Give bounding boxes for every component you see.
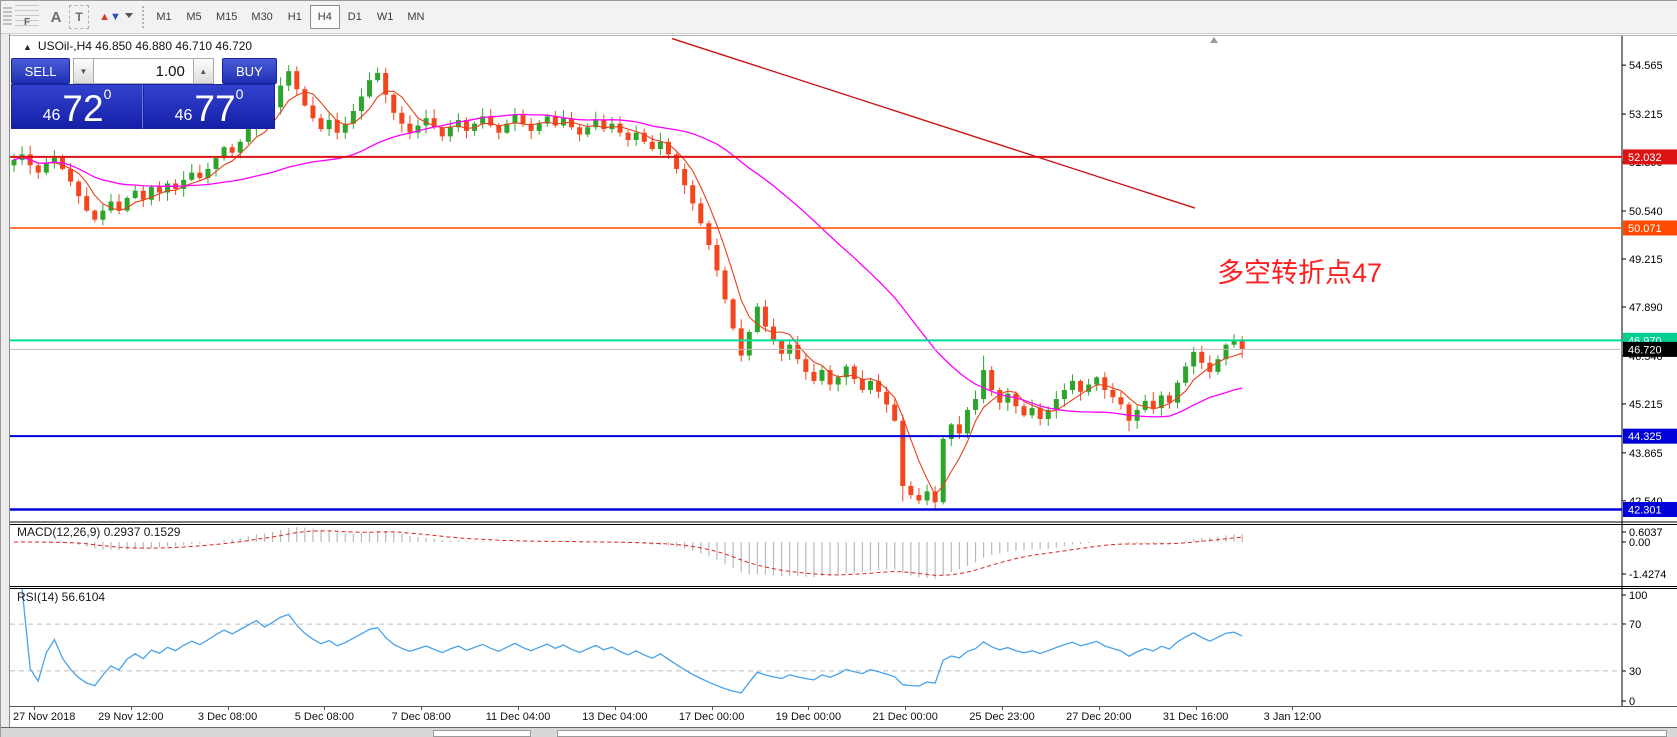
price-tick-label: 50.540 [1629,206,1663,218]
bottom-strip-segment [433,730,531,737]
macd-scale-label: 0.00 [1629,537,1650,549]
chevron-down-icon[interactable] [125,13,133,18]
time-axis-label: 21 Dec 00:00 [872,711,938,723]
price-tick-label: 49.215 [1629,254,1663,266]
bottom-strip-segment [557,730,1667,737]
time-axis-tick [421,707,423,710]
price-chart-canvas[interactable]: 54.56553.21551.89050.54049.21547.89046.5… [10,35,1677,707]
time-axis-label: 13 Dec 04:00 [582,711,648,723]
rsi-indicator-label: RSI(14) 56.6104 [17,590,106,604]
timeframe-M30[interactable]: M30 [251,11,273,23]
toolbar-separator [142,6,147,29]
timeframe-M15[interactable]: M15 [216,11,238,23]
buy-button[interactable]: BUY [221,58,277,84]
bid-prefix: 46 [42,107,61,124]
rsi-scale-label: 70 [1629,619,1641,631]
price-tick-label: 43.865 [1629,448,1663,460]
rsi-scale-label: 30 [1629,666,1641,678]
ask-price-box[interactable]: 46 77 0 [143,84,275,129]
time-axis-label: 25 Dec 23:00 [969,711,1035,723]
time-axis-label: 3 Jan 12:00 [1263,711,1322,723]
macd-indicator-label: MACD(12,26,9) 0.2937 0.1529 [17,525,181,539]
time-axis-tick [34,707,35,710]
time-axis-tick [1002,707,1003,710]
rsi-scale-label: 100 [1629,590,1647,602]
time-axis-label: 11 Dec 04:00 [485,711,551,723]
toolbar: F A T ▲ ▼ M1 M5 M15 M30 H1 H4 D1 W1 MN [1,1,1677,34]
time-axis-tick [614,707,616,710]
price-tick-label: 54.565 [1629,60,1663,72]
bid-fraction: 0 [103,86,112,102]
time-axis-label: 27 Dec 20:00 [1066,711,1132,723]
time-axis: 27 Nov 2018 29 Nov 12:00 3 Dec 08:00 5 Dec … [10,706,1677,727]
text-label-icon[interactable]: T [69,5,89,29]
price-line-badge: 46.720 [1628,344,1662,356]
timeframe-D1[interactable]: D1 [347,11,362,23]
time-axis-tick [905,707,907,710]
price-tick-label: 47.890 [1629,302,1663,314]
collapse-triangle-icon[interactable]: ▲ [23,42,32,52]
price-line-badge: 42.301 [1628,505,1662,517]
bid-price-box[interactable]: 46 72 0 [11,84,143,129]
chart-title: ▲ USOil-,H4 46.850 46.880 46.710 46.720 [19,39,257,53]
time-axis-label: 27 Nov 2018 [13,711,76,723]
time-axis-tick [1098,707,1100,710]
text-icon[interactable]: A [50,8,62,26]
time-axis-label: 5 Dec 08:00 [294,711,355,723]
toolbar-grip[interactable] [3,7,12,27]
time-axis-label: 19 Dec 00:00 [775,711,842,723]
time-axis-tick [130,707,132,710]
ask-fraction: 0 [235,86,244,102]
bid-main: 72 [62,87,104,129]
macd-scale-label: 0.6037 [1629,527,1663,539]
timeframe-M5[interactable]: M5 [186,11,202,23]
bottom-strip [1,727,1677,737]
price-tick-label: 45.215 [1629,399,1663,411]
time-axis-tick [1292,707,1294,710]
timeframe-bar: M1 M5 M15 M30 H1 H4 D1 W1 MN [149,5,431,29]
time-axis-tick [808,707,810,710]
time-axis-tick [711,707,713,710]
timeframe-W1[interactable]: W1 [376,11,394,23]
time-axis-label: 29 Nov 12:00 [98,711,164,723]
timeframe-MN[interactable]: MN [407,11,425,23]
volume-decrement-button[interactable]: ▼ [73,58,94,84]
price-line-badge: 44.325 [1628,431,1662,443]
time-axis-tick [518,707,519,710]
chart-annotation: 多空转折点47 [1217,258,1383,288]
time-axis-tick [1195,707,1197,710]
one-click-trading-panel: SELL ▼ ▲ BUY 46 72 0 46 77 0 [11,58,277,129]
timeframe-H1[interactable]: H1 [287,11,302,23]
sell-button[interactable]: SELL [11,58,71,84]
time-axis-label: 17 Dec 00:00 [678,711,745,723]
time-axis-label: 7 Dec 08:00 [391,711,451,723]
price-line-badge: 50.071 [1628,223,1662,235]
arrows-icon[interactable]: ▲ ▼ [99,11,121,23]
ask-prefix: 46 [174,107,193,124]
price-line-badge: 52.032 [1628,152,1662,164]
window-edge [9,34,10,737]
time-axis-tick [324,707,326,710]
volume-increment-button[interactable]: ▲ [192,58,214,84]
timeframe-H4[interactable]: H4 [309,5,340,29]
price-tick-label: 53.215 [1629,109,1663,121]
volume-input[interactable] [93,58,193,84]
chart-window [1,34,1677,737]
fibonacci-icon[interactable]: F [15,5,39,29]
macd-scale-label: -1.4274 [1629,569,1666,581]
time-axis-tick [227,707,229,710]
symbol-name: USOil-,H4 [37,39,92,53]
time-axis-label: 31 Dec 16:00 [1162,711,1229,723]
timeframe-M1[interactable]: M1 [156,11,172,23]
ohlc-values: 46.850 46.880 46.710 46.720 [95,39,253,53]
time-axis-label: 3 Dec 08:00 [197,711,258,723]
rsi-scale-label: 0 [1629,696,1635,707]
ask-main: 77 [194,87,236,129]
